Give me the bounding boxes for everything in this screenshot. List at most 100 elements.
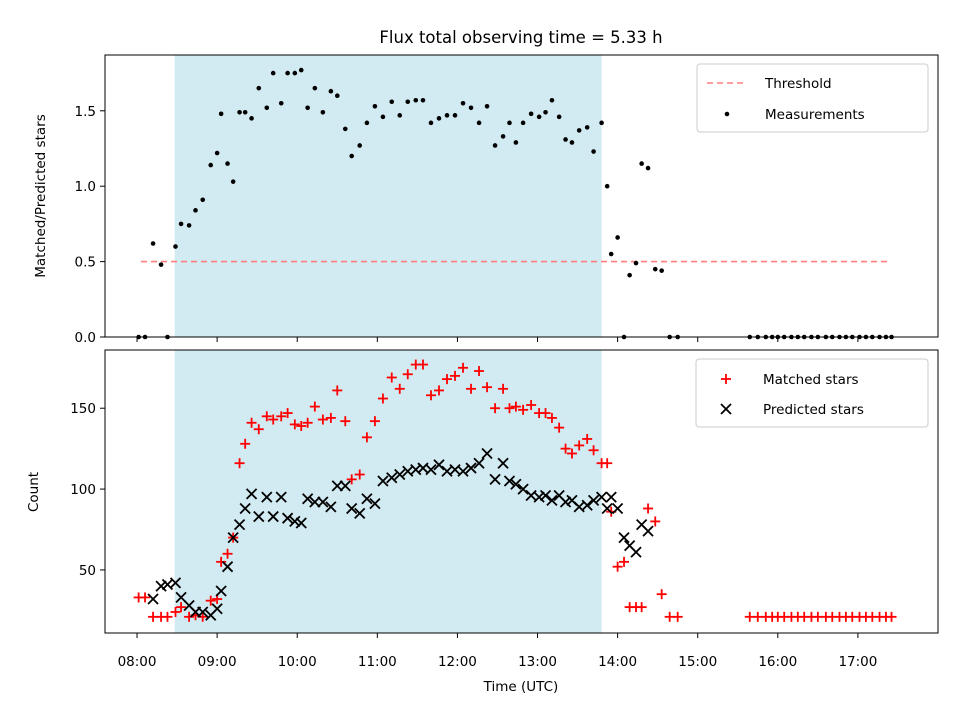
matched-star-point [566, 448, 577, 459]
measurement-point [312, 85, 318, 91]
panel-ratio: 0.0 0.5 1.0 1.5 Matched/Predicted stars Thr… [33, 54, 939, 346]
matched-star-point [176, 602, 187, 613]
legend-top-box [696, 63, 929, 133]
measurement-point [627, 272, 632, 278]
predicted-star-point [155, 580, 167, 592]
predicted-star-point [489, 473, 501, 486]
predicted-star-point [215, 585, 227, 597]
predicted-star-point [595, 491, 608, 503]
measurement-point [405, 99, 411, 105]
matched-star-point [140, 592, 151, 603]
predicted-star-point [377, 475, 389, 487]
x-ticks-bottom: 08:00 09:00 10:00 11:00 12:00 13:00 14:00 15:00… [118, 633, 877, 670]
matched-star-point [205, 595, 216, 606]
predicted-star-point [481, 447, 493, 460]
frame-bottom [104, 349, 939, 634]
matched-star-point [309, 401, 320, 412]
measurement-point [659, 268, 664, 273]
measurement-point [342, 126, 348, 132]
x-tick-label: 15:00 [678, 654, 717, 670]
x-tick-label: 12:00 [438, 654, 477, 670]
observing-span-top [174, 55, 602, 337]
predicted-star-point [275, 491, 287, 503]
matched-star-point [546, 412, 557, 423]
legend-matched-swatch [721, 374, 731, 384]
predicted-star-point [587, 494, 600, 507]
predicted-star-point [331, 480, 343, 492]
predicted-star-point [642, 525, 654, 537]
matched-star-point [289, 419, 300, 430]
predicted-star-point [325, 501, 337, 513]
y-tick-label: 50 [79, 563, 96, 579]
x-tick-label: 09:00 [198, 654, 237, 670]
legend-measurements-label: Measurements [765, 107, 865, 123]
measurement-point [420, 97, 426, 103]
predicted-star-point [346, 502, 358, 515]
predicted-star-point [618, 531, 630, 544]
matched-star-point [434, 385, 445, 396]
predicted-star-point [605, 491, 617, 503]
measurement-point [364, 120, 370, 126]
matched-star-point [184, 611, 195, 622]
predicted-star-point [517, 483, 529, 495]
matched-star-point [253, 424, 264, 435]
measurement-point [270, 70, 276, 76]
matched-star-point [354, 469, 365, 480]
measurement-point [237, 110, 242, 115]
measurement-point [158, 262, 164, 267]
matched-star-point [317, 414, 328, 425]
matched-star-point [498, 383, 509, 394]
predicted-star-point [581, 499, 593, 511]
measurement-point [428, 120, 434, 126]
predicted-star-point [211, 603, 223, 615]
matched-star-point [346, 474, 357, 485]
predicted-star-point [369, 497, 381, 510]
predicted-star-point [147, 593, 159, 605]
predicted-star-point [630, 546, 642, 558]
measurement-point [591, 149, 596, 154]
measurement-point [633, 260, 639, 266]
matched-star-point [458, 362, 469, 373]
y-tick-label: 100 [70, 482, 96, 498]
matched-star-point [417, 359, 428, 370]
legend-measurements-swatch [724, 111, 730, 117]
matched-star-point [612, 561, 623, 572]
matched-star-point [332, 385, 343, 396]
predicted-star-point [497, 457, 509, 469]
measurement-point [599, 120, 604, 126]
measurement-point [173, 244, 178, 249]
measurement-point [349, 153, 354, 159]
measurement-point [615, 235, 620, 240]
matched-star-point [474, 366, 485, 377]
measurement-point [500, 134, 506, 139]
measurement-point [476, 120, 482, 126]
ylabel-top: Matched/Predicted stars [33, 114, 49, 277]
predicted-star-point [261, 491, 273, 503]
x-ticks-top [136, 337, 859, 342]
matched-star-point [386, 372, 397, 383]
measurement-point [436, 116, 442, 121]
predicted-star-point [317, 496, 329, 508]
matched-star-point [886, 611, 897, 622]
matched-star-point [636, 602, 647, 613]
measurement-point [549, 97, 555, 103]
matched-star-point [588, 445, 599, 456]
matched-star-point [504, 403, 515, 414]
legend-bottom-box [695, 358, 929, 428]
predicted-star-point [433, 459, 445, 471]
x-tick-label: 08:00 [118, 654, 157, 670]
y-tick-label: 1.0 [75, 179, 96, 195]
predicted-star-point [267, 510, 279, 523]
measurement-point [264, 105, 270, 111]
legend-threshold-label: Threshold [764, 76, 832, 92]
predicted-star-point [473, 457, 485, 469]
predicted-star-point [302, 493, 314, 505]
predicted-star-point [239, 502, 251, 515]
matched-star-point [340, 416, 351, 427]
measurement-point [444, 113, 450, 118]
matched-star-point [482, 382, 493, 393]
measurement-point [218, 111, 224, 117]
matched-star-point [526, 399, 537, 410]
x-tick-label: 17:00 [838, 654, 877, 670]
measurement-point [186, 223, 192, 228]
